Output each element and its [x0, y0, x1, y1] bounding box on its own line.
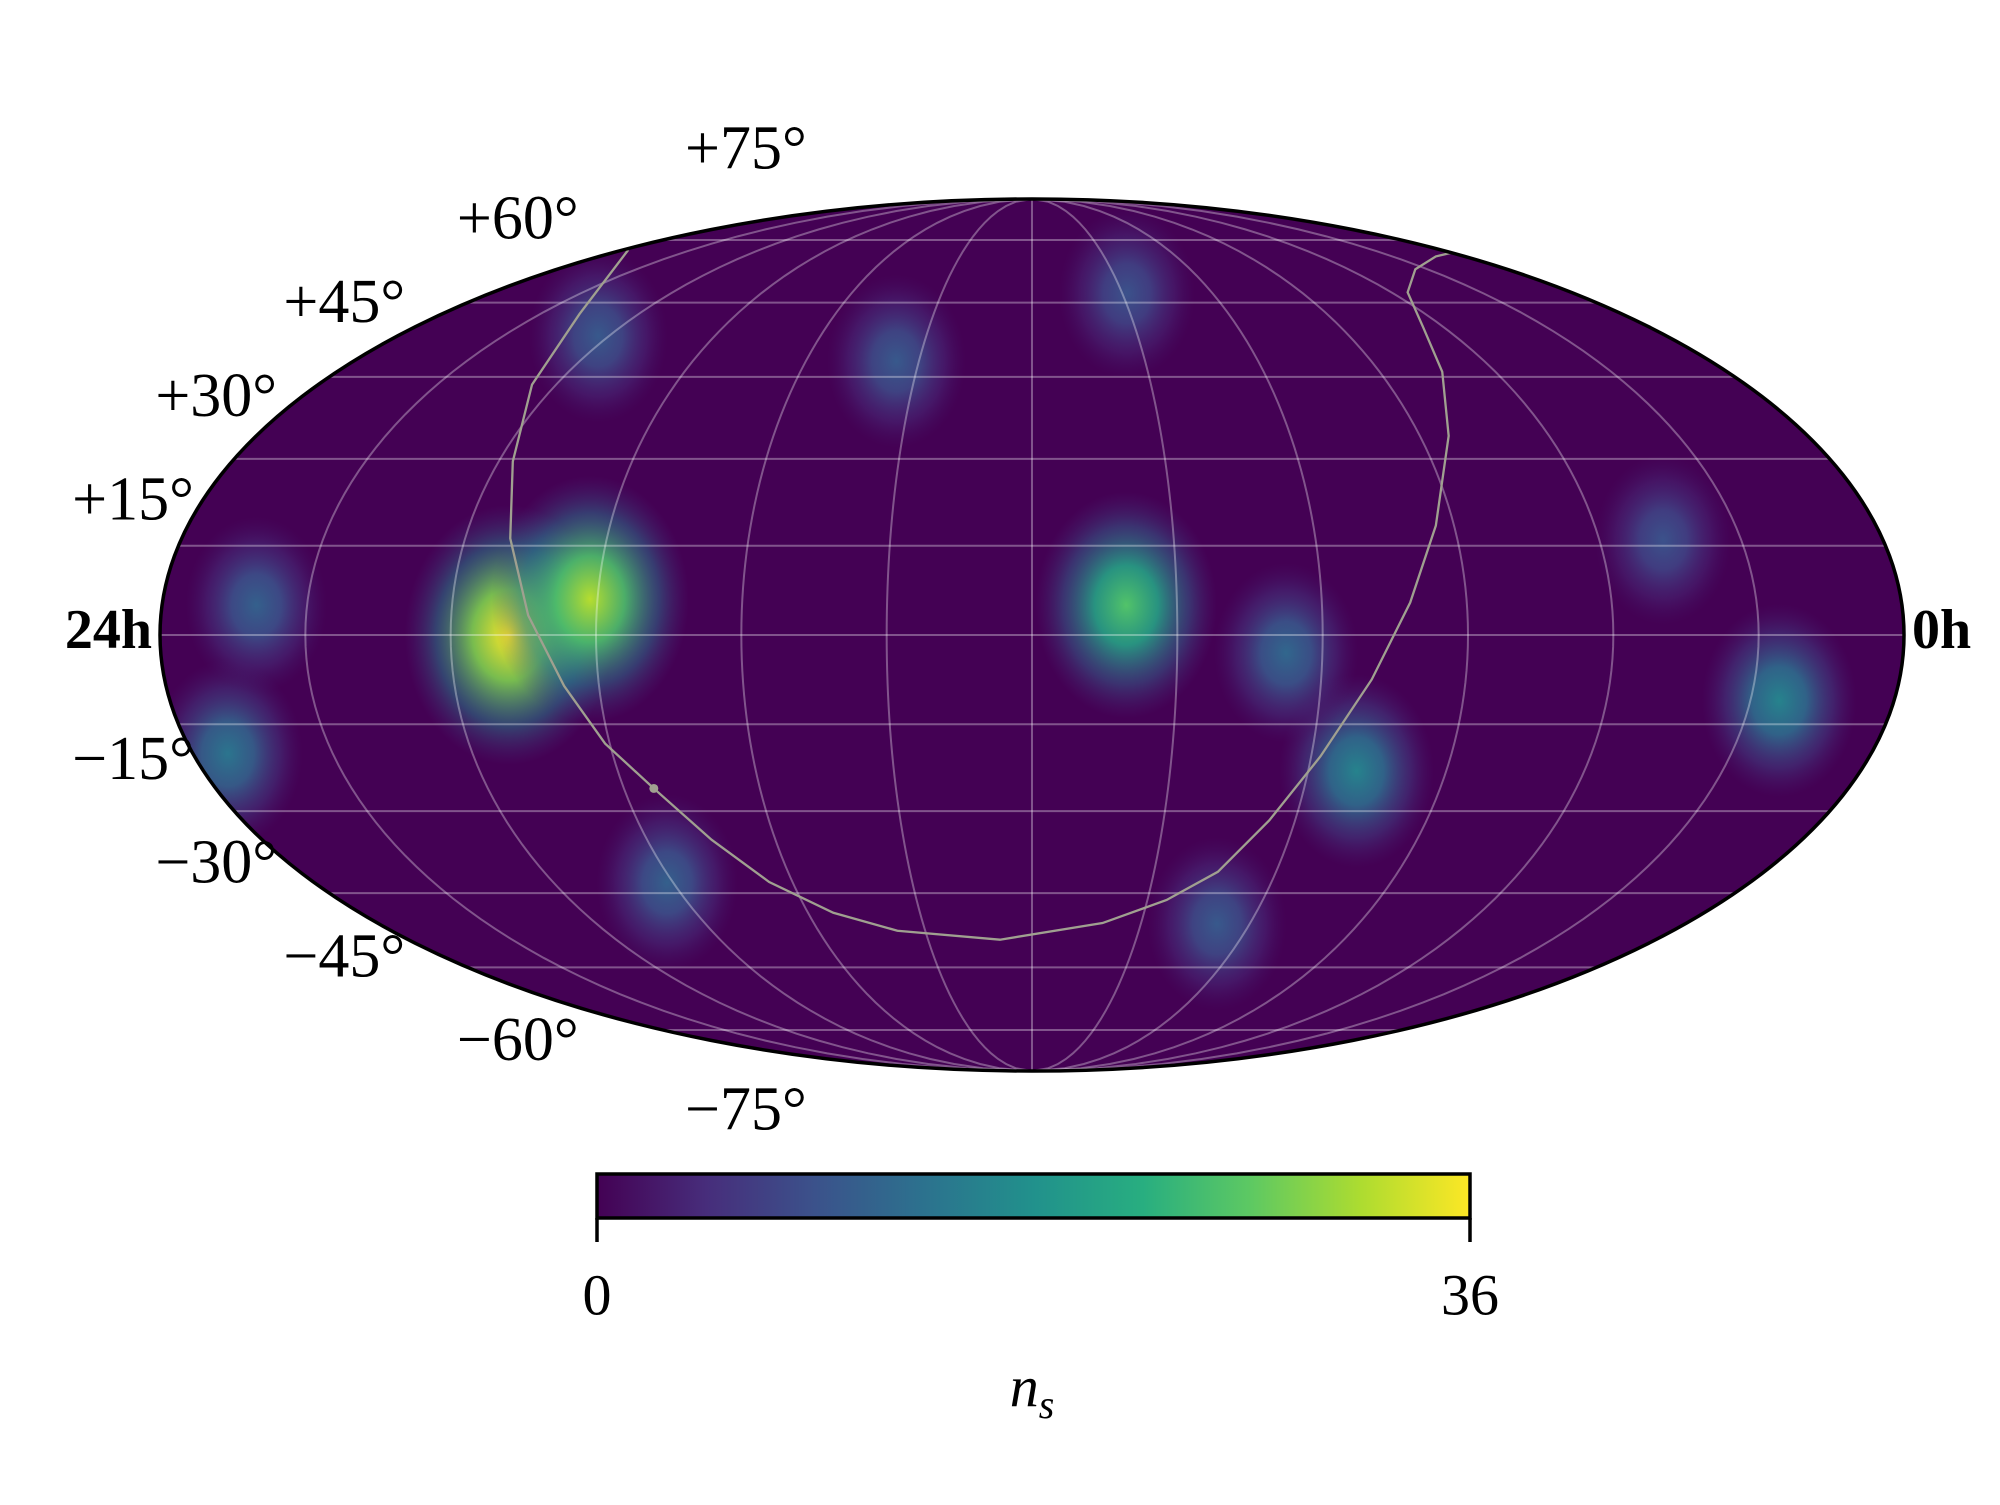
meridian [1031, 199, 1179, 1071]
dec-tick-label: +30° [155, 362, 277, 430]
colorbar-label-symbol: n [1010, 1354, 1039, 1419]
axis-labels: +75° +60° +45°+30° +15° −15° −30°−45° −60° −75°… [65, 115, 1971, 1144]
dec-tick-label: −30° [155, 828, 277, 896]
hotspot [1147, 837, 1287, 1011]
hotspot [1701, 603, 1857, 798]
dec-tick-label: +15° [72, 465, 194, 533]
hotspot [1058, 208, 1195, 379]
graticule [160, 199, 1904, 1071]
meridian [594, 199, 1033, 1071]
meridian [740, 199, 1033, 1071]
meridian [1031, 199, 1760, 1071]
meridian [449, 199, 1033, 1071]
ra-tick-label: 24h [65, 599, 152, 661]
colorbar-tick-label: 0 [583, 1262, 612, 1327]
sky-border [158, 197, 1906, 1073]
meridian [1031, 199, 1324, 1071]
meridian [1031, 199, 1470, 1071]
hotspot [528, 249, 668, 423]
hotspot [491, 475, 689, 723]
dec-tick-label: +75° [685, 115, 807, 183]
hotspot [1214, 562, 1359, 743]
sky-area [160, 199, 1904, 1071]
hotspot [596, 794, 738, 971]
hotspot [826, 274, 966, 448]
dec-tick-label: +60° [457, 184, 579, 252]
colorbar-bar [595, 1172, 1472, 1220]
colorbar-label: ns [1010, 1354, 1055, 1427]
meridian [885, 199, 1033, 1071]
ra-tick-label: 0h [1912, 599, 1971, 661]
dec-tick-label: −45° [283, 922, 405, 990]
meridian [304, 199, 1033, 1071]
colorbar-label-subscript: s [1039, 1382, 1055, 1427]
meridian [1031, 199, 1615, 1071]
dec-tick-label: +45° [283, 268, 405, 336]
hotspot [185, 516, 327, 694]
hotspot [1595, 454, 1732, 625]
hotspot [1035, 491, 1217, 719]
dec-tick-label: −75° [685, 1076, 807, 1144]
dec-tick-label: −60° [457, 1006, 579, 1074]
dec-tick-label: −15° [72, 725, 194, 793]
colorbar: ns 0 36 [583, 1172, 1499, 1427]
heat-layer [160, 208, 1857, 1011]
colorbar-tick-label: 36 [1441, 1262, 1499, 1327]
galactic-plane [509, 246, 1475, 941]
